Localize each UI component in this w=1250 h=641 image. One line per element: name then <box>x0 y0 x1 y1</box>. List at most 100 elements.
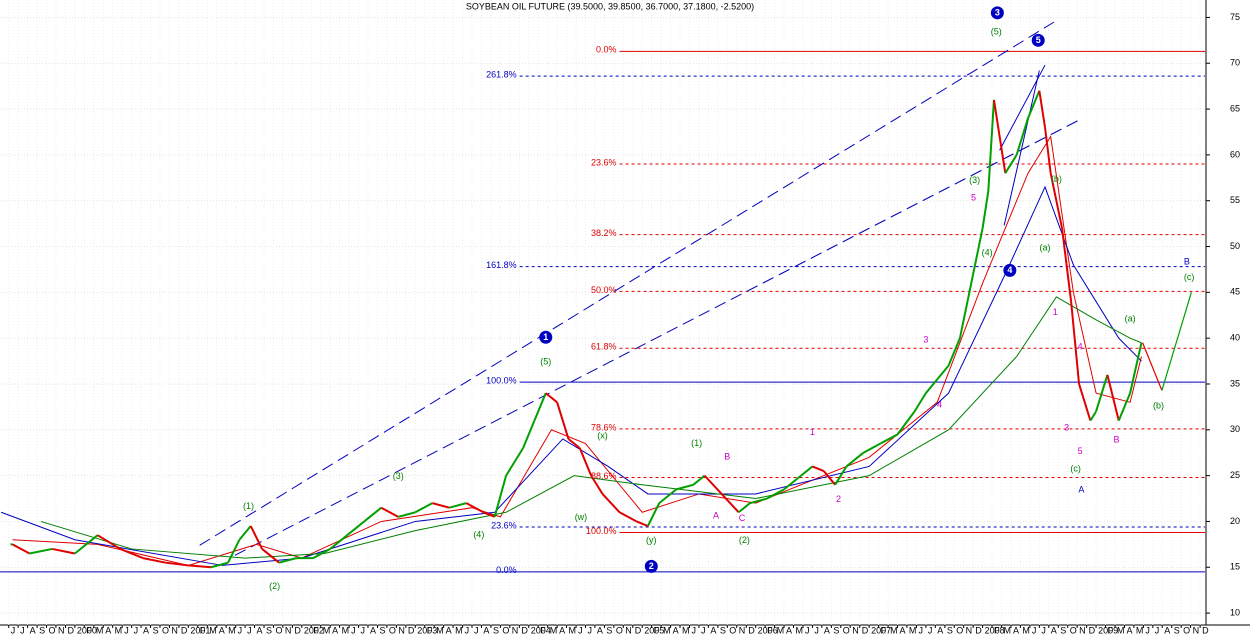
x-tick-label: J <box>692 625 697 635</box>
price-segment <box>533 392 547 422</box>
price-segment <box>432 502 450 509</box>
x-tick-label: A <box>1013 625 1019 635</box>
x-tick-label: J <box>124 625 129 635</box>
price-segment <box>74 534 99 555</box>
x-tick-label: M <box>455 625 463 635</box>
x-tick-label: J <box>1155 625 1160 635</box>
price-segment <box>363 506 382 523</box>
price-segment <box>880 433 898 445</box>
x-tick-label: S <box>266 625 272 635</box>
x-tick-label: J <box>474 625 479 635</box>
price-segment <box>398 511 416 518</box>
x-tick-label: F <box>994 625 1000 635</box>
y-tick-label: 45 <box>1230 287 1240 297</box>
x-tick-label: M <box>795 625 803 635</box>
price-segment <box>165 561 189 567</box>
price-segment <box>1044 127 1052 174</box>
price-segment <box>1089 410 1097 422</box>
x-tick-label: S <box>1060 625 1066 635</box>
x-tick-label: S <box>720 625 726 635</box>
x-tick-label: J <box>351 625 356 635</box>
x-tick-label: J <box>238 625 243 635</box>
x-tick-label: A <box>900 625 906 635</box>
y-tick-label: 60 <box>1230 149 1240 159</box>
x-tick-label: N <box>739 625 746 635</box>
x-tick-label: J <box>465 625 470 635</box>
fib-label: 261.8% <box>486 69 517 79</box>
price-segment <box>493 475 508 518</box>
x-tick-label: S <box>947 625 953 635</box>
price-segment <box>97 534 121 550</box>
price-segment <box>896 410 916 435</box>
x-tick-label: N <box>852 625 859 635</box>
price-segment <box>925 378 938 394</box>
x-tick-label: M <box>228 625 236 635</box>
price-segment <box>29 547 53 555</box>
y-tick-label: 70 <box>1230 58 1240 68</box>
x-tick-label: 2004 <box>531 625 551 635</box>
x-tick-label: A <box>673 625 679 635</box>
price-segment <box>465 502 484 514</box>
price-segment <box>913 392 927 412</box>
x-tick-label: J <box>247 625 252 635</box>
price-segment <box>238 525 252 541</box>
price-segment <box>646 502 661 527</box>
x-tick-label: A <box>332 625 338 635</box>
price-segment <box>1027 90 1041 119</box>
x-tick-label: O <box>1070 625 1077 635</box>
x-tick-label: N <box>171 625 178 635</box>
x-tick-label: D <box>294 625 301 635</box>
x-tick-label: A <box>824 625 830 635</box>
x-tick-label: D <box>67 625 74 635</box>
wave-label: (y) <box>646 535 657 545</box>
price-segment <box>1117 392 1132 422</box>
x-tick-label: A <box>597 625 603 635</box>
price-segment <box>1095 374 1109 412</box>
price-segment <box>1129 342 1143 394</box>
x-tick-label: A <box>105 625 111 635</box>
price-segment <box>947 337 961 367</box>
x-tick-label: M <box>1022 625 1030 635</box>
x-tick-label: D <box>975 625 982 635</box>
x-tick-label: M <box>1004 625 1012 635</box>
x-tick-label: F <box>200 625 206 635</box>
x-tick-label: M <box>1117 625 1125 635</box>
x-tick-label: O <box>502 625 509 635</box>
x-tick-label: 2000 <box>77 625 97 635</box>
x-tick-label: M <box>342 625 350 635</box>
wave-label: 1 <box>810 427 815 437</box>
price-segment <box>783 474 802 491</box>
x-tick-label: N <box>398 625 405 635</box>
x-tick-label: F <box>1107 625 1113 635</box>
y-tick-label: 20 <box>1230 516 1240 526</box>
y-tick-label: 40 <box>1230 333 1240 343</box>
price-segment <box>346 520 365 536</box>
wave-label: (2) <box>269 581 280 591</box>
x-tick-label: M <box>909 625 917 635</box>
price-segment <box>862 442 881 454</box>
price-segment <box>380 506 399 518</box>
fib-label: 50.0% <box>591 285 617 295</box>
x-tick-label: M <box>890 625 898 635</box>
price-segment <box>590 475 604 495</box>
moving-average <box>40 296 1142 559</box>
y-tick-label: 50 <box>1230 241 1240 251</box>
x-tick-label: J <box>11 625 16 635</box>
x-tick-label: M <box>209 625 217 635</box>
x-tick-label: A <box>219 625 225 635</box>
x-tick-label: F <box>881 625 887 635</box>
price-segment <box>720 493 740 513</box>
y-tick-label: 55 <box>1230 195 1240 205</box>
x-tick-label: M <box>323 625 331 635</box>
price-segment <box>800 465 814 477</box>
wave-label: A <box>713 510 719 520</box>
fib-label: 0.0% <box>496 565 517 575</box>
x-tick-label: N <box>512 625 519 635</box>
wave-circle-label: 5 <box>1036 35 1041 45</box>
x-tick-label: M <box>1136 625 1144 635</box>
x-tick-label: J <box>805 625 810 635</box>
price-segment <box>578 447 593 477</box>
x-tick-label: 2008 <box>985 625 1005 635</box>
fib-label: 23.6% <box>591 157 617 167</box>
x-tick-label: A <box>446 625 452 635</box>
